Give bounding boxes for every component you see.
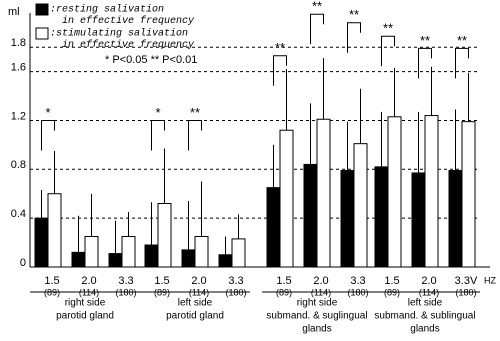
group-label: glands <box>410 324 439 335</box>
significance-bracket <box>418 47 432 79</box>
bar <box>303 163 318 268</box>
significance-bracket <box>381 35 395 67</box>
significance-bracket <box>273 55 287 86</box>
significance-label: * <box>45 105 50 120</box>
x-tick-label: 2.0 <box>191 275 206 287</box>
bar <box>231 238 246 268</box>
y-tick-label: 0 <box>20 257 26 269</box>
x-tick-label: 2.0 <box>421 275 436 287</box>
bar <box>353 143 368 268</box>
group-label: submand. & suglingual <box>266 311 367 322</box>
significance-bracket <box>151 119 165 151</box>
y-tick-label: 0.4 <box>11 208 26 220</box>
bar <box>194 235 209 268</box>
bar <box>157 203 172 268</box>
bar <box>448 170 463 268</box>
group-label: right side <box>65 298 106 309</box>
x-tick-label: 3.3V <box>455 275 478 287</box>
group-label: left side <box>178 298 213 309</box>
significance-label: ** <box>275 40 285 55</box>
x-tick-label: 1.5 <box>276 275 291 287</box>
significance-label: ** <box>190 105 200 120</box>
significance-label: ** <box>420 33 430 48</box>
bar <box>461 121 476 268</box>
bar <box>71 251 86 268</box>
x-tick-label: 1.5 <box>44 275 59 287</box>
bar <box>108 253 123 268</box>
significance-bracket <box>41 119 55 151</box>
significance-label: ** <box>312 0 322 14</box>
bar <box>340 170 355 268</box>
significance-label: * <box>155 105 160 120</box>
group-label: parotid gland <box>166 311 224 322</box>
y-tick-label: 1.6 <box>11 62 26 74</box>
significance-label: ** <box>457 33 467 48</box>
bar <box>47 193 62 268</box>
x-tick-label: 1.5 <box>384 275 399 287</box>
x-unit: HZ <box>484 275 496 285</box>
bar <box>218 254 233 268</box>
x-tick-label: 2.0 <box>81 275 96 287</box>
significance-bracket <box>310 13 324 45</box>
legend-swatch <box>35 3 49 16</box>
significance-bracket <box>455 47 469 79</box>
bar <box>121 235 136 268</box>
significance-legend: * P<0.05 ** P<0.01 <box>105 54 197 66</box>
bar <box>266 187 281 268</box>
x-tick-label: 2.0 <box>313 275 328 287</box>
x-tick-label: 3.3 <box>350 275 365 287</box>
legend-swatch <box>35 27 49 40</box>
legend-label: :stimulating salivation in effective freq… <box>50 28 195 51</box>
bar <box>181 249 196 268</box>
bar <box>374 166 389 268</box>
group-label: left side <box>408 298 443 309</box>
significance-label: ** <box>383 21 393 36</box>
bar <box>84 235 99 268</box>
significance-label: ** <box>349 7 359 22</box>
group-label: right side <box>297 298 338 309</box>
legend-label: :resting salivation in effective frequenc… <box>50 4 195 27</box>
y-tick-label: 0.8 <box>11 159 26 171</box>
significance-bracket <box>347 22 361 53</box>
x-tick-label: 1.5 <box>154 275 169 287</box>
y-axis-label: ml <box>8 6 20 18</box>
y-tick-label: 1.2 <box>11 110 26 122</box>
bar <box>279 129 294 268</box>
bar <box>387 116 402 268</box>
group-label: submand. & sublingual <box>374 311 475 322</box>
bar <box>424 115 439 268</box>
bar <box>411 172 426 268</box>
x-tick-label: 3.3 <box>228 275 243 287</box>
y-tick-label: 1.8 <box>11 37 26 49</box>
bar <box>316 118 331 268</box>
bar <box>144 244 159 268</box>
x-tick-label: 3.3 <box>118 275 133 287</box>
group-label: parotid gland <box>56 311 114 322</box>
significance-bracket <box>188 119 202 151</box>
bar <box>34 217 49 268</box>
group-label: glands <box>302 324 331 335</box>
